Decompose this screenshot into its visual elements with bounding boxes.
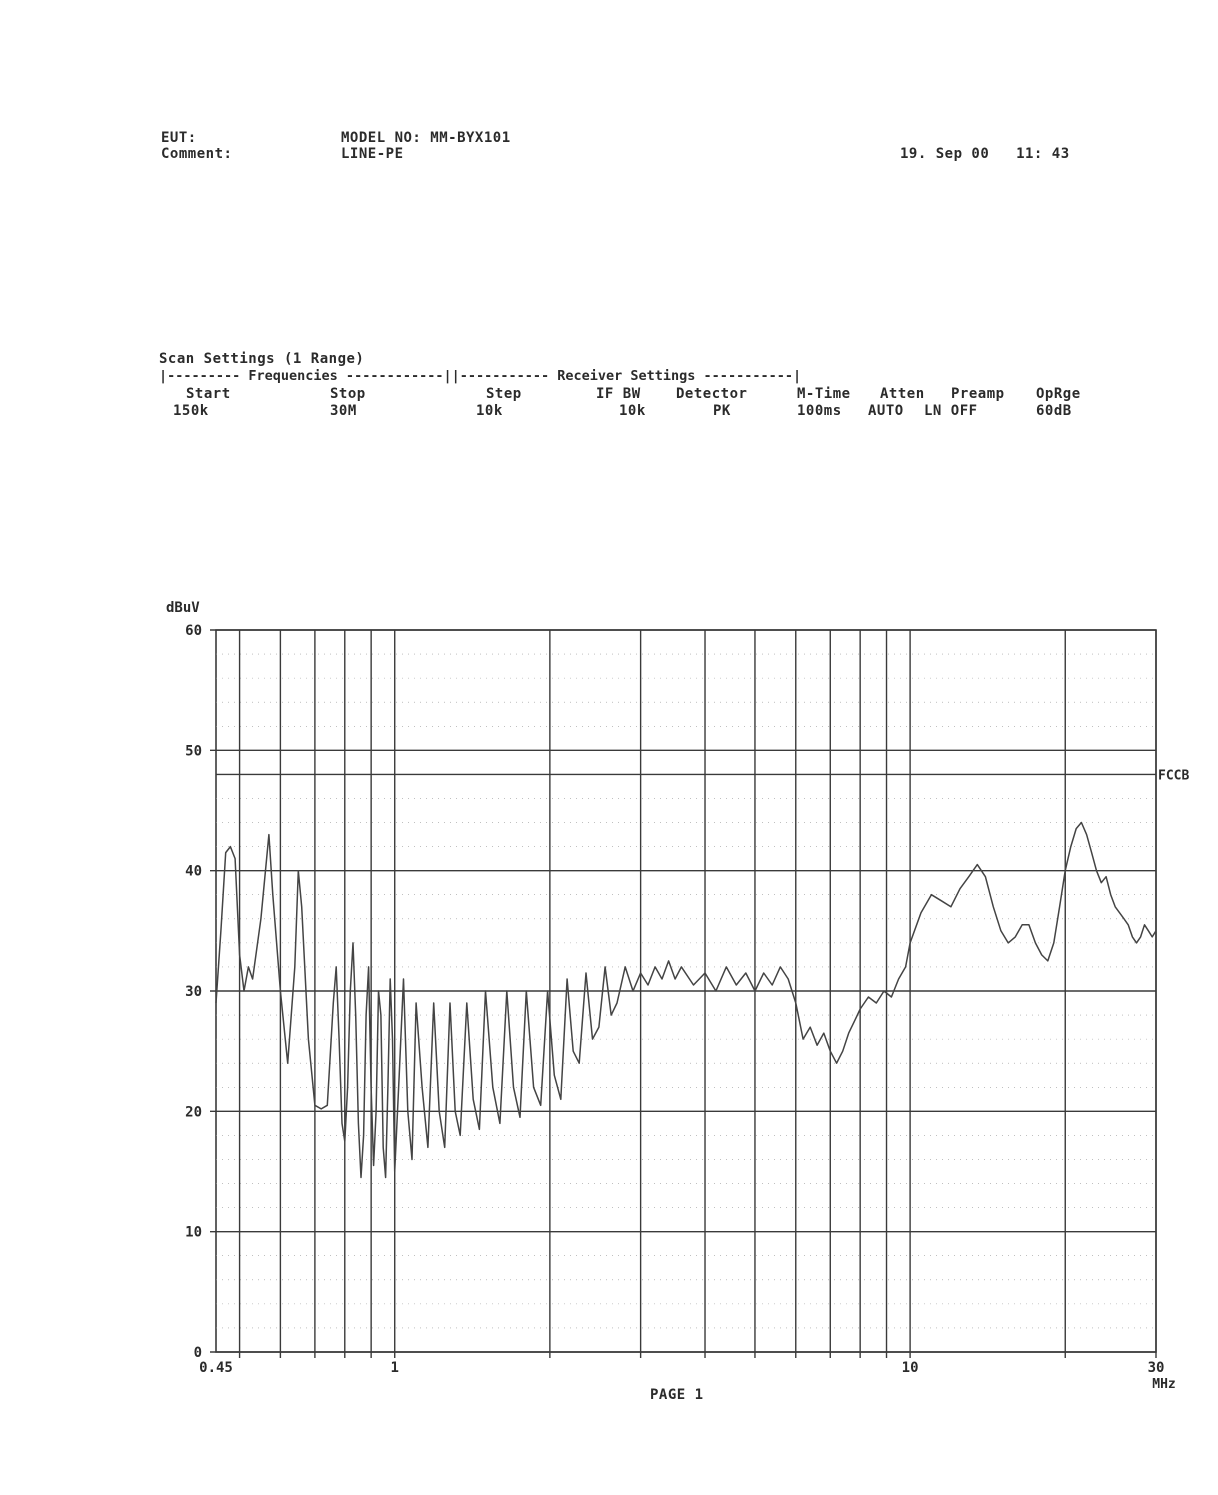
header-if-bw: IF BW (596, 386, 641, 402)
x-tick-label: 0.45 (199, 1360, 233, 1376)
value-atten: AUTO (868, 403, 904, 419)
y-tick-label: 30 (185, 984, 202, 1000)
value-oprge: 60dB (1036, 403, 1072, 419)
y-tick-label: 50 (185, 743, 202, 759)
header-preamp: Preamp (951, 386, 1005, 402)
header-step: Step (486, 386, 522, 402)
y-axis-label: dBuV (166, 600, 200, 616)
value-step: 10k (476, 403, 503, 419)
header-stop: Stop (330, 386, 366, 402)
measurement-trace (215, 821, 1157, 1179)
scan-settings-title: Scan Settings (1 Range) (159, 351, 365, 367)
value-stop: 30M (330, 403, 357, 419)
scan-settings-rule: |--------- Frequencies ------------||---… (159, 368, 802, 384)
y-tick-label: 0 (194, 1345, 202, 1361)
series (215, 821, 1157, 1179)
y-tick-label: 20 (185, 1104, 202, 1120)
date-time: 19. Sep 00 11: 43 (900, 146, 1070, 162)
limit-line-label: FCCB (1158, 768, 1189, 783)
x-tick-label: 30 (1148, 1360, 1165, 1376)
value-if-bw: 10k (619, 403, 646, 419)
y-tick-label: 10 (185, 1225, 202, 1241)
y-tick-label: 40 (185, 864, 202, 880)
header-detector: Detector (676, 386, 748, 402)
y-tick-label: 60 (185, 623, 202, 639)
page-label: PAGE 1 (650, 1387, 704, 1403)
comment-label: Comment: (161, 146, 233, 162)
value-preamp: LN OFF (924, 403, 978, 419)
comment-value: LINE-PE (341, 146, 404, 162)
value-detector: PK (713, 403, 731, 419)
header-m-time: M-Time (797, 386, 851, 402)
value-m-time: 100ms (797, 403, 842, 419)
x-tick-label: 10 (902, 1360, 919, 1376)
eut-label: EUT: (161, 130, 197, 146)
header-oprge: OpRge (1036, 386, 1081, 402)
x-tick-label: 1 (391, 1360, 399, 1376)
eut-value: MODEL NO: MM-BYX101 (341, 130, 511, 146)
x-unit-label: MHz (1152, 1377, 1175, 1392)
header-atten: Atten (880, 386, 925, 402)
value-start: 150k (173, 403, 209, 419)
grid (210, 629, 1157, 1358)
header-start: Start (186, 386, 231, 402)
